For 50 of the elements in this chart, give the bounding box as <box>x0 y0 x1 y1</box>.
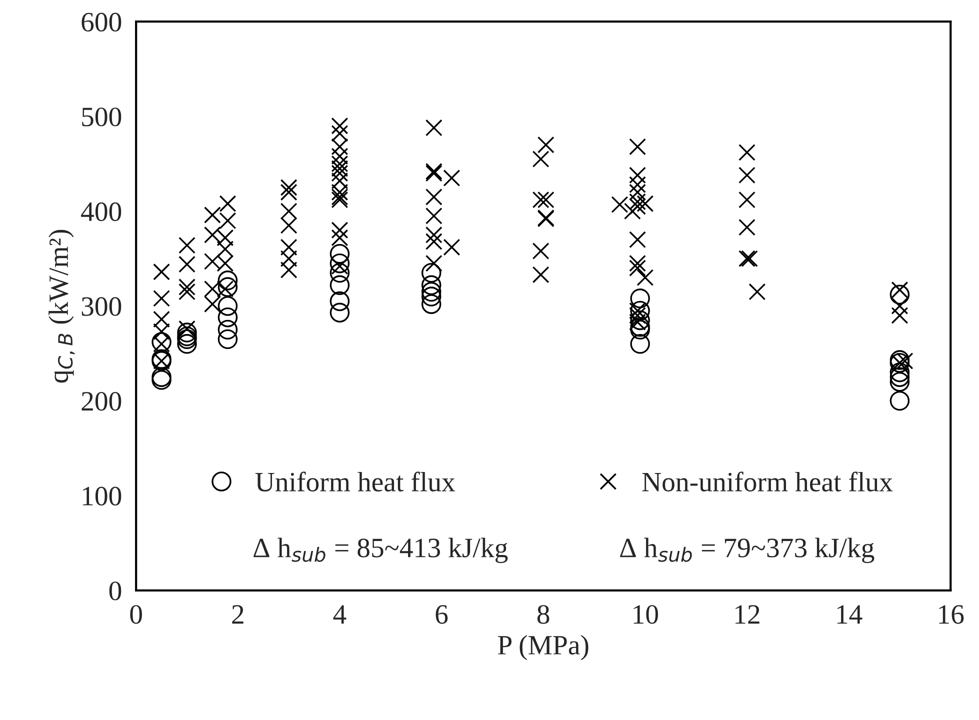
point <box>630 310 650 330</box>
point <box>421 262 442 283</box>
point <box>330 253 350 274</box>
point <box>890 367 910 387</box>
point <box>330 275 350 296</box>
point <box>330 291 350 312</box>
point <box>890 284 910 304</box>
point <box>218 320 238 340</box>
point <box>421 294 442 314</box>
point <box>630 288 650 308</box>
point <box>890 372 910 392</box>
point <box>330 302 350 322</box>
point <box>218 329 238 350</box>
point <box>218 308 238 328</box>
point <box>421 282 442 302</box>
x-tick-label: 4 <box>333 605 346 624</box>
x-tick-label: 10 <box>634 605 658 624</box>
y-tick-label: 500 <box>82 108 122 126</box>
y-axis-title: q$_{C,B}$ (kW/m²) <box>48 230 75 383</box>
annotation: Δ h$_{sub}$ = 85~413 kJ/kg <box>254 538 508 564</box>
point <box>218 270 238 290</box>
annotation: Δ h$_{sub}$ = 79~373 kJ/kg <box>620 538 874 564</box>
x-tick-label: 8 <box>537 605 550 624</box>
x-tick-label: 2 <box>232 605 244 624</box>
y-tick-label: 200 <box>82 392 122 411</box>
point <box>177 334 197 354</box>
point <box>890 390 910 411</box>
x-tick-label: 12 <box>736 605 760 624</box>
y-tick-label: 0 <box>109 582 122 600</box>
point <box>630 334 650 354</box>
point <box>330 244 350 264</box>
legend-label: Uniform heat flux <box>255 472 456 492</box>
point <box>330 262 350 283</box>
point <box>421 286 442 306</box>
y-tick-label: 100 <box>82 486 122 506</box>
y-tick-label: 600 <box>82 12 122 32</box>
y-tick-label: 300 <box>82 297 122 316</box>
point <box>630 300 650 321</box>
point <box>152 332 172 352</box>
point <box>421 275 442 296</box>
x-tick-label: 0 <box>130 605 142 624</box>
x-axis-title: P (MPa) <box>498 635 588 660</box>
y-tick-label: 400 <box>81 202 122 222</box>
legend-label: Non-uniform heat flux <box>642 472 893 492</box>
point <box>177 322 197 342</box>
point <box>218 296 238 316</box>
point <box>890 362 910 382</box>
x-tick-label: 14 <box>837 605 862 624</box>
x-tick-label: 6 <box>436 605 448 624</box>
x-tick-label: 16 <box>939 605 964 624</box>
